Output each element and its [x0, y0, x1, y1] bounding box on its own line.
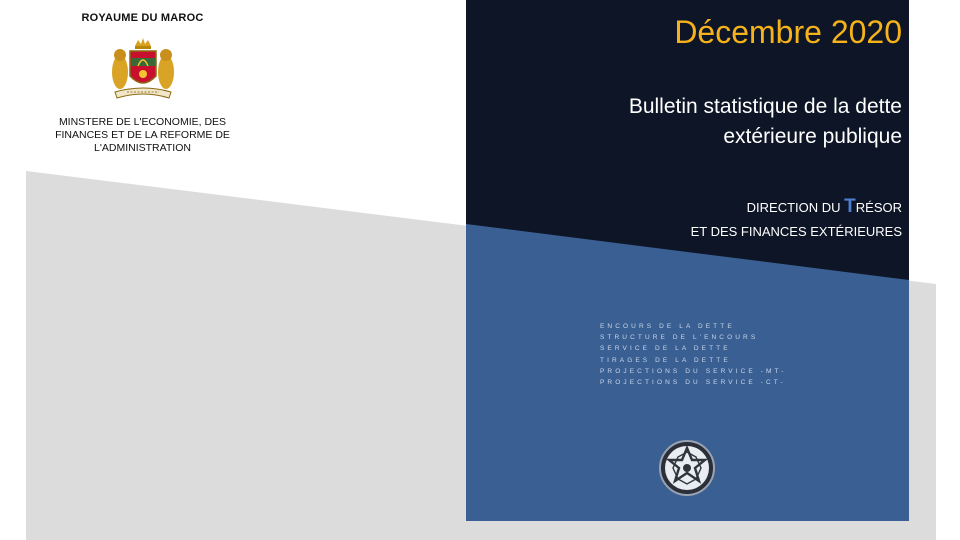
direction-prefix: DIRECTION DU — [746, 200, 845, 215]
topics-list: ENCOURS DE LA DETTE STRUCTURE DE L'ENCOU… — [600, 321, 787, 388]
moroccan-coat-of-arms-icon — [111, 38, 174, 99]
direction-line-2: ET DES FINANCES EXTÉRIEURES — [690, 224, 902, 239]
cover-date: Décembre 2020 — [674, 14, 902, 50]
topic-item: PROJECTIONS DU SERVICE -CT- — [600, 379, 786, 387]
kingdom-name: ROYAUME DU MAROC — [81, 12, 204, 24]
topic-item: ENCOURS DE LA DETTE — [600, 323, 735, 330]
treasury-star-emblem-icon — [659, 440, 715, 496]
ministry-line: L'ADMINISTRATION — [94, 142, 191, 154]
cover-title-line: extérieure publique — [723, 125, 902, 148]
direction-suffix: RÉSOR — [855, 200, 902, 215]
topic-item: SERVICE DE LA DETTE — [600, 345, 731, 353]
ministry-name: MINSTERE DE L'ECONOMIE, DES FINANCES ET … — [30, 116, 255, 155]
ministry-line: MINSTERE DE L'ECONOMIE, DES — [58, 116, 227, 128]
direction-line-1: DIRECTION DU TRÉSOR — [542, 195, 902, 220]
ministry-line: FINANCES ET DE LA REFORME DE — [55, 129, 230, 141]
left-header: ROYAUME DU MAROC MINSTERE DE L'ECONOMIE,… — [30, 12, 255, 155]
blue-panel — [466, 224, 909, 521]
topic-item: PROJECTIONS DU SERVICE -MT- — [600, 367, 787, 375]
cover-title-line: Bulletin statistique de la dette — [628, 95, 902, 118]
cover-title: Bulletin statistique de la dette extérie… — [542, 92, 902, 152]
topic-item: TIRAGES DE LA DETTE — [600, 356, 731, 364]
direction-name: DIRECTION DU TRÉSOR ET DES FINANCES EXTÉ… — [542, 195, 902, 244]
topic-item: STRUCTURE DE L'ENCOURS — [600, 334, 759, 342]
direction-big-letter: T — [844, 196, 856, 217]
